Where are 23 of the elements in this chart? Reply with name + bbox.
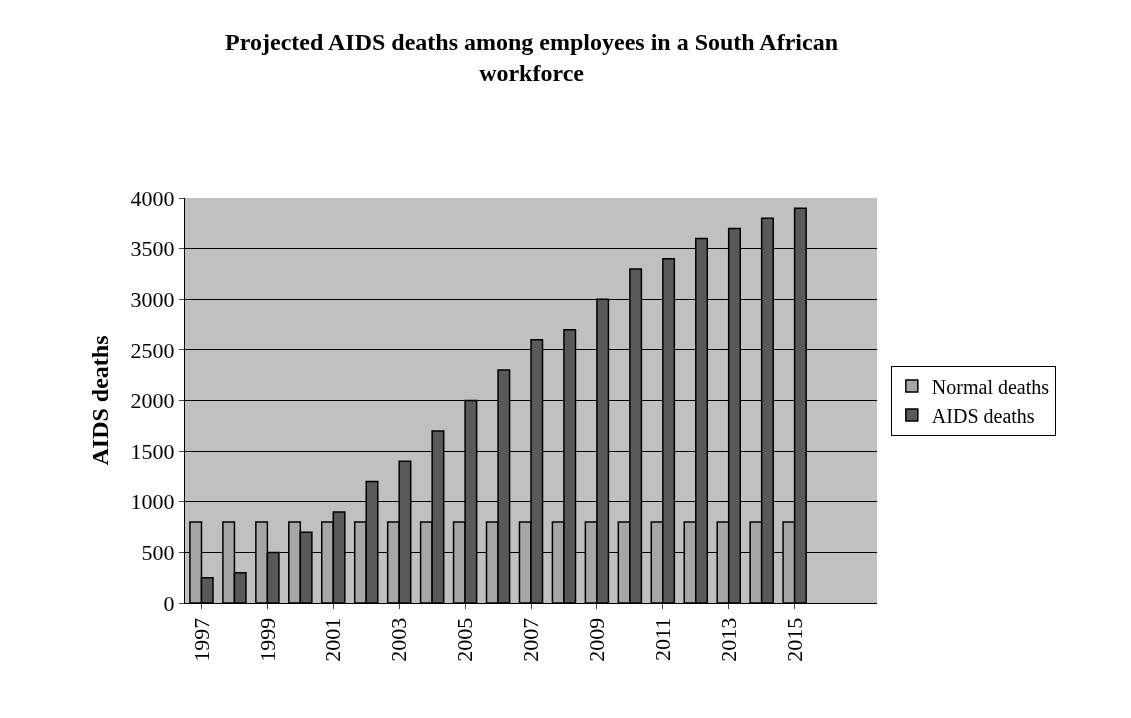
y-tick-label: 0 — [163, 590, 175, 616]
y-tick-label: 3500 — [130, 236, 175, 262]
x-tick-label: 2015 — [781, 617, 807, 662]
y-tick-label: 3000 — [130, 286, 175, 312]
y-tick-label: 1000 — [130, 489, 175, 515]
x-tick-label: 1997 — [188, 617, 214, 662]
x-tick-label: 2009 — [584, 617, 610, 662]
x-tick-label: 2003 — [386, 617, 412, 662]
x-tick-label: 2013 — [715, 617, 741, 662]
legend-label: AIDS deaths — [931, 404, 1035, 427]
x-tick-label: 2007 — [518, 617, 544, 662]
y-tick-label: 1500 — [130, 438, 175, 464]
y-tick-label: 2500 — [130, 337, 175, 363]
y-axis-title: AIDS deaths — [86, 335, 113, 466]
y-tick-label: 4000 — [130, 185, 175, 211]
x-tick-label: 2005 — [452, 617, 478, 662]
y-tick-label: 2000 — [130, 388, 175, 414]
x-tick-label: 1999 — [254, 617, 280, 662]
chart-title: Projected AIDS deaths among employees in a South African workforce — [225, 29, 839, 87]
y-tick-label: 500 — [141, 540, 175, 566]
legend-label: Normal deaths — [931, 375, 1050, 398]
x-tick-label: 2011 — [649, 617, 675, 661]
x-tick-label: 2001 — [320, 617, 346, 662]
